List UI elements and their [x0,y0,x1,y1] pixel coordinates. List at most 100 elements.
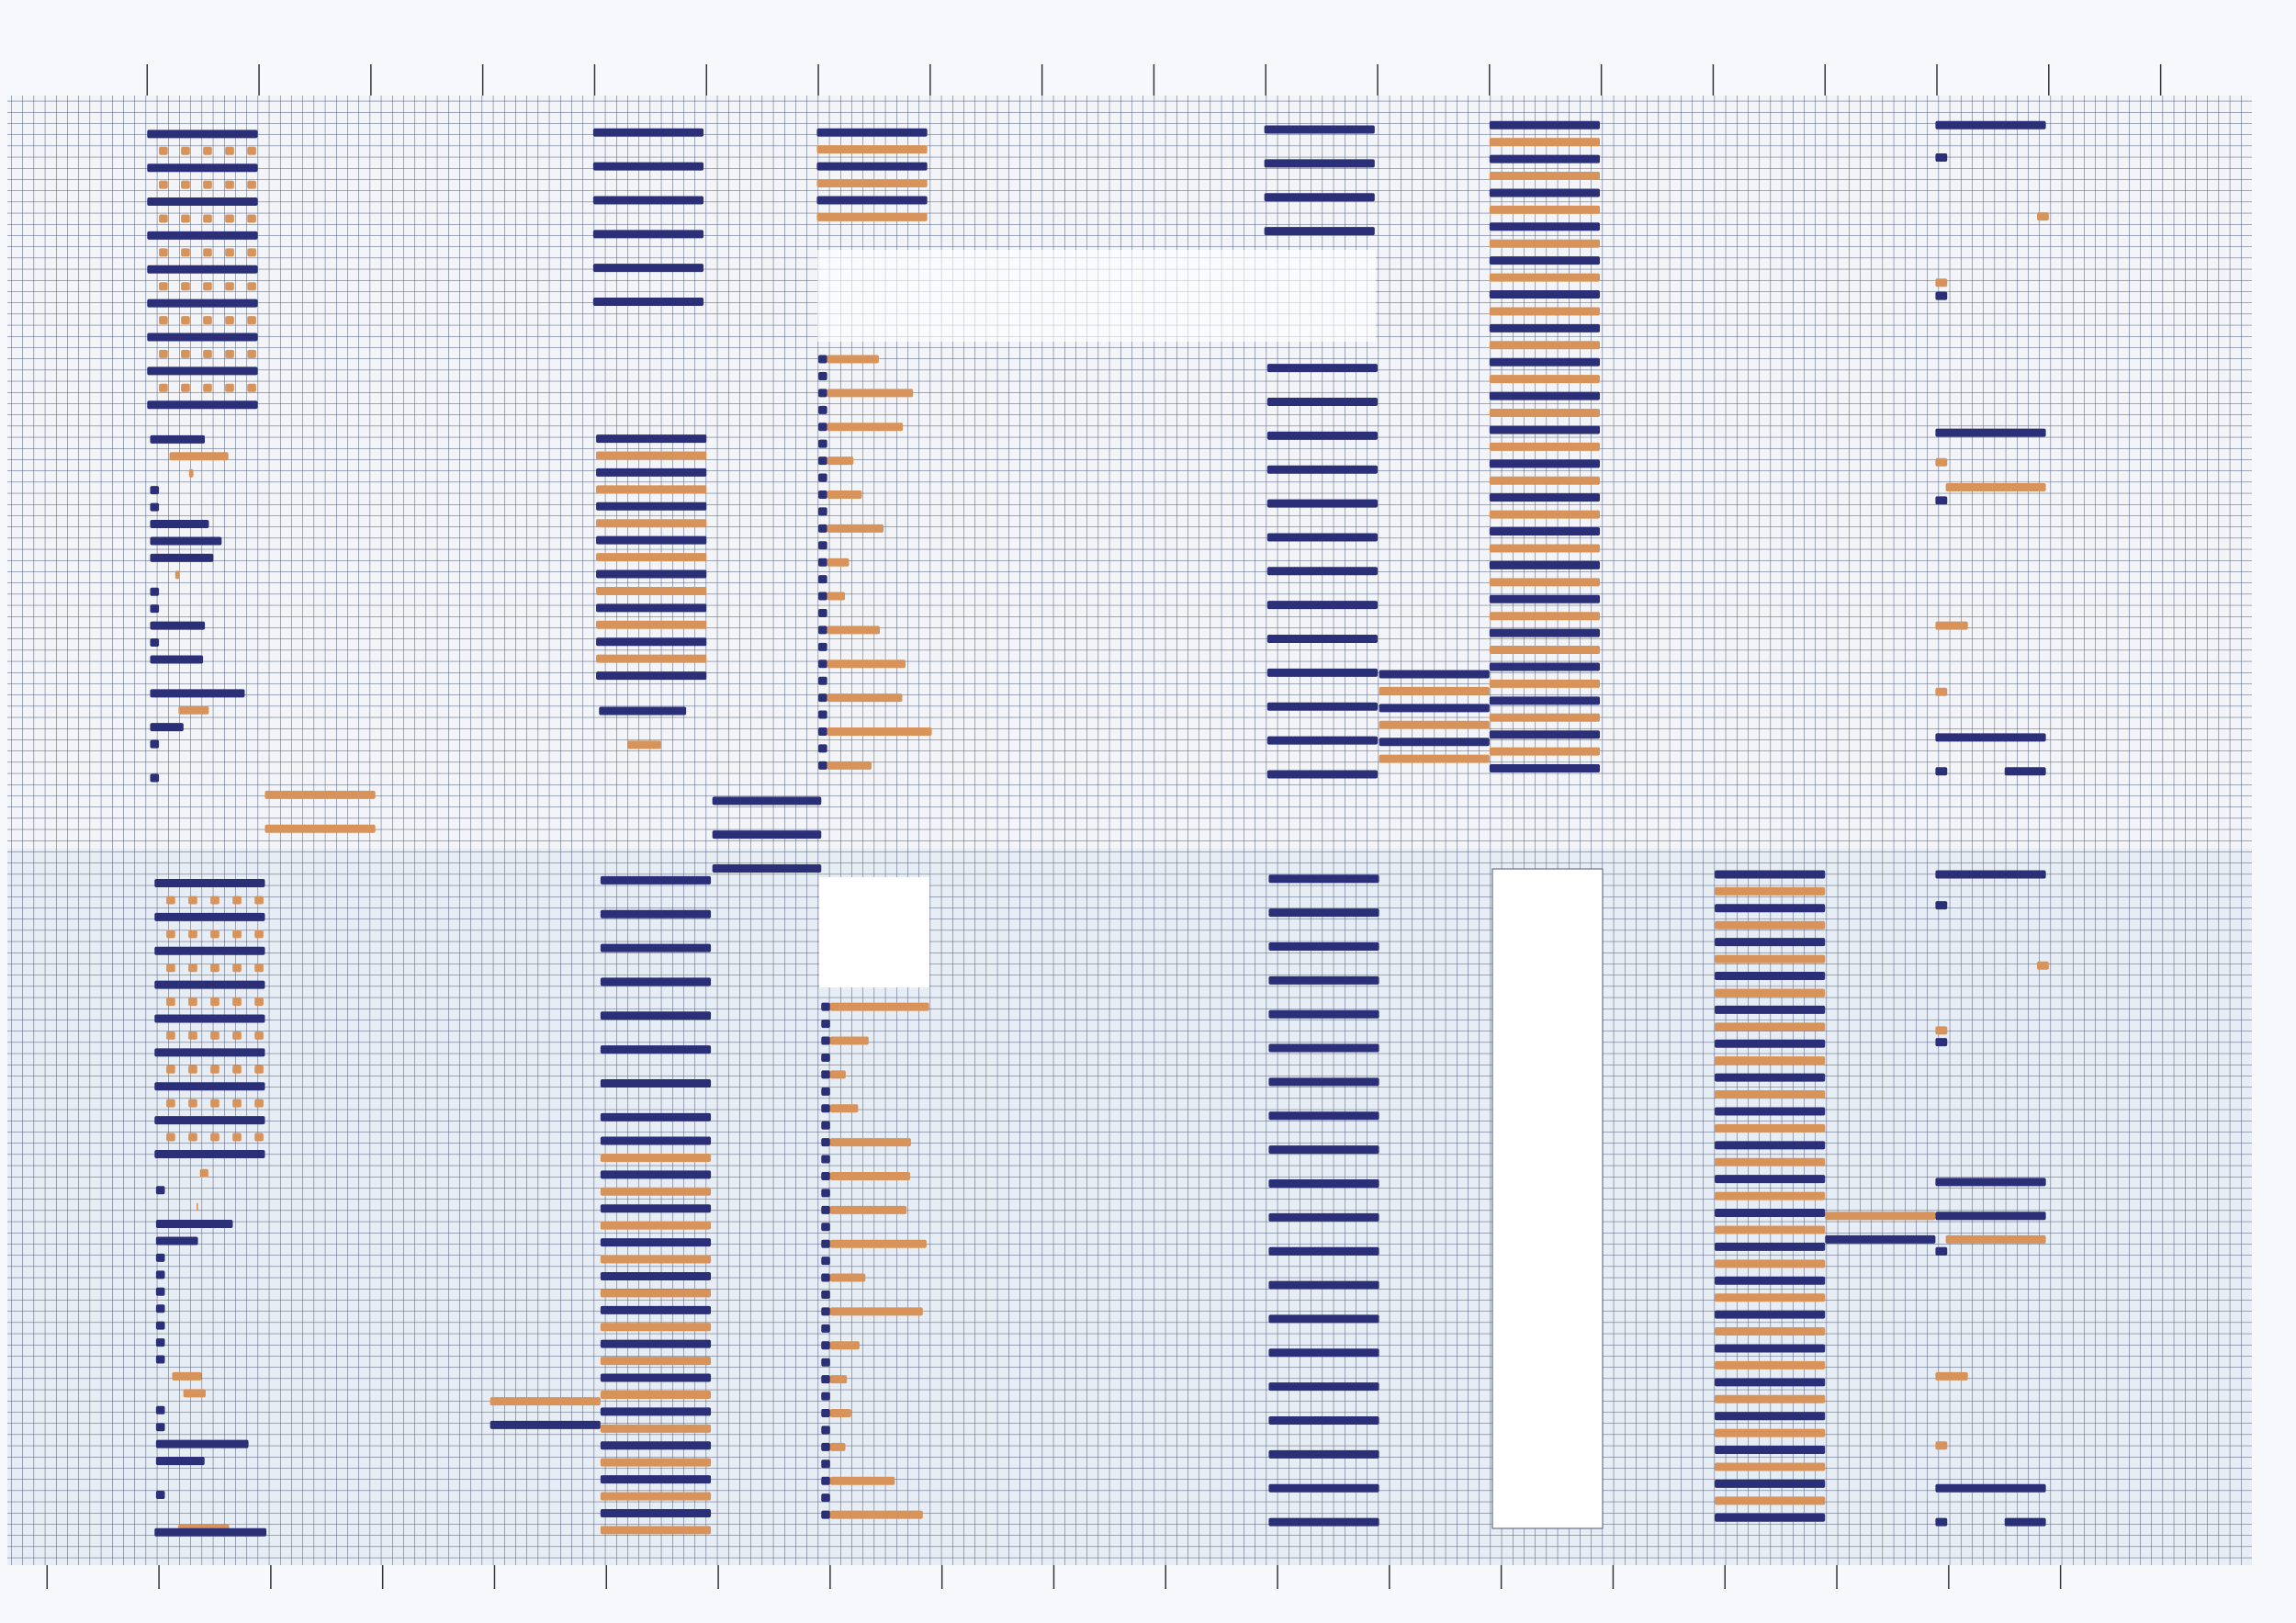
stitch-bar [147,163,258,173]
stitch-bar [203,248,212,257]
stitch-bar [1935,278,1948,287]
stitch-bar [818,727,827,736]
stitch-bar [600,1492,712,1501]
stitch-bar [827,389,914,398]
stitch-bar [1379,686,1490,695]
stitch-bar [1264,193,1375,202]
stitch-bar [1489,646,1601,655]
stitch-bar [154,980,265,989]
stitch-bar [155,1338,165,1347]
stitch-bar [181,214,190,223]
stitch-bar [1715,1073,1826,1082]
stitch-bar [1268,1077,1379,1087]
stitch-bar [1268,941,1379,951]
stitch-bar [150,553,214,562]
stitch-bar [225,282,234,291]
stitch-bar [829,1341,860,1350]
stitch-bar [1715,1462,1826,1471]
stitch-bar [155,1457,205,1466]
stitch-bar [147,299,258,308]
stitch-bar [225,248,234,257]
stitch-bar [627,740,661,750]
stitch-bar [1266,567,1379,576]
stitch-bar [600,1170,712,1179]
stitch-bar [1715,1107,1826,1116]
stitch-bar [821,1053,830,1062]
stitch-bar [1489,527,1601,536]
stitch-bar [1715,1428,1826,1437]
stitch-bar [1715,1141,1826,1150]
stitch-bar [1489,730,1601,739]
stitch-bar [1489,256,1601,265]
stitch-bar [254,930,264,939]
stitch-bar [203,349,212,358]
stitch-bar [829,1070,846,1079]
stitch-bar [490,1397,601,1406]
stitch-bar [1935,1371,1968,1381]
stitch-bar [1935,1212,2046,1221]
stitch-bar [1715,1022,1826,1031]
stitch-bar [829,1171,910,1180]
stitch-bar [1715,1242,1826,1251]
stitch-bar [1715,1310,1826,1319]
stitch-bar [181,316,190,325]
stitch-bar [821,1510,830,1519]
stitch-bar [600,943,712,952]
stitch-bar [600,1441,712,1450]
stitch-bar [1489,764,1601,773]
stitch-bar [199,1168,208,1178]
stitch-bar [1266,364,1379,373]
stitch-bar [264,824,376,833]
stitch-bar [254,964,264,973]
stitch-bar [1489,476,1601,485]
stitch-bar [1489,120,1601,130]
stitch-bar [2004,767,2046,776]
stitch-bar [181,146,190,155]
stitch-bar [827,626,881,635]
stitch-bar [596,569,707,579]
stitch-bar [490,1420,601,1429]
stitch-bar [1935,1026,1948,1035]
stitch-bar [188,1031,197,1040]
stitch-bar [829,1205,907,1214]
stitch-bar [155,1355,165,1364]
stitch-bar [150,536,222,546]
stitch-bar [818,761,827,770]
stitch-bar [818,490,827,499]
stitch-bar [600,1475,712,1484]
stitch-bar [1489,560,1601,569]
stitch-bar [155,1287,165,1296]
stitch-bar [1266,702,1379,711]
stitch-bar [1266,770,1379,779]
stitch-bar [1935,1038,1948,1047]
stitch-bar [816,145,928,154]
stitch-bar [188,997,197,1007]
stitch-bar [1489,357,1601,366]
stitch-bar [1489,273,1601,282]
blank-patch [817,250,1376,342]
stitch-bar [254,997,264,1007]
stitch-bar [600,1407,712,1416]
stitch-bar [1268,1280,1379,1290]
stitch-bar [818,473,827,482]
stitch-bar [1715,1005,1826,1014]
stitch-bar [1489,612,1601,621]
stitch-bar [596,671,707,681]
stitch-bar [197,1202,198,1212]
stitch-bar [596,586,707,595]
stitch-bar [596,519,707,528]
stitch-bar [600,1221,712,1230]
stitch-bar [600,1339,712,1348]
stitch-bar [818,608,827,617]
stitch-bar [821,1426,830,1435]
stitch-bar [1715,886,1826,896]
stitch-bar [1489,493,1601,502]
stitch-bar [596,620,707,629]
stitch-bar [1935,152,1948,162]
stitch-bar [203,383,212,392]
stitch-bar [1715,1394,1826,1403]
stitch-bar [154,1014,265,1023]
stitch-bar [1264,125,1375,134]
